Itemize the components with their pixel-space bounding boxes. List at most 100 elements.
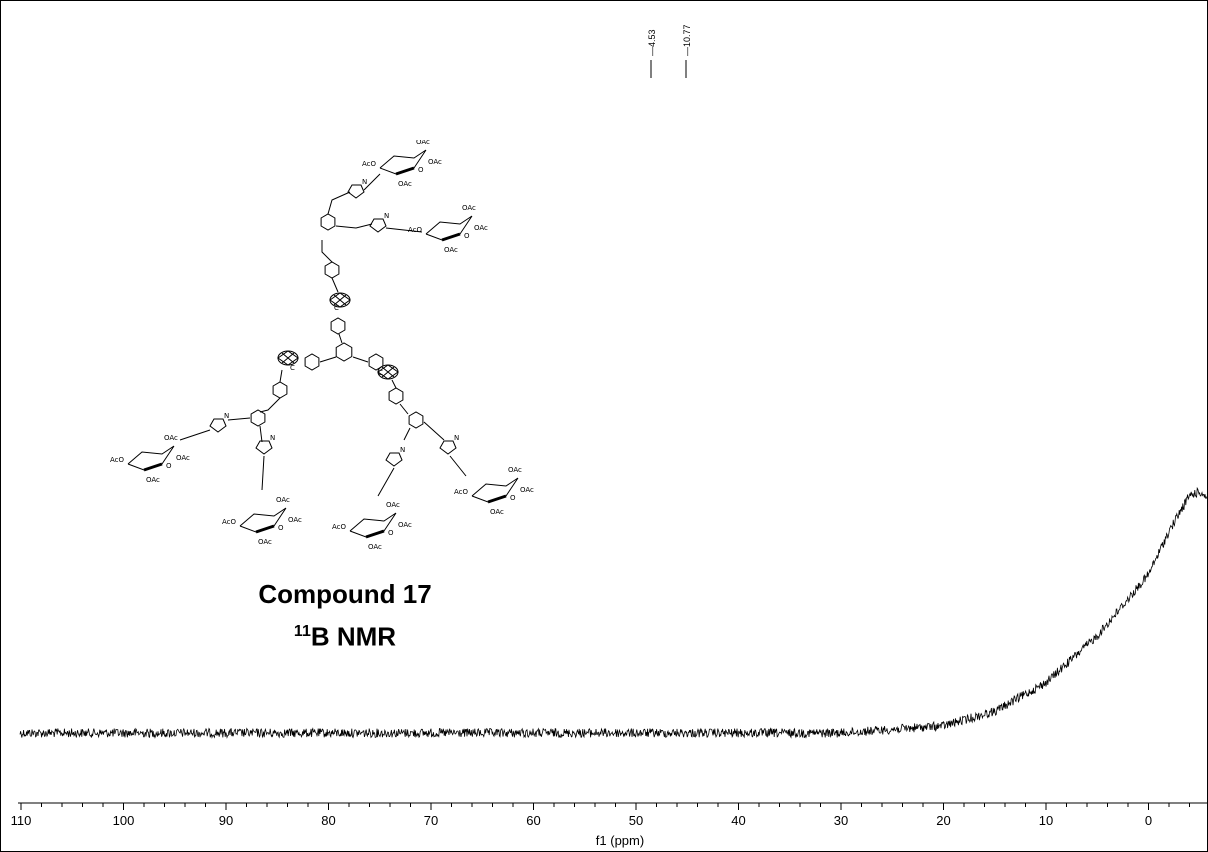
left-carborane-cage-bonds	[277, 350, 299, 366]
left-sugar-1-wedge	[143, 462, 163, 472]
core-benzene-ring	[335, 342, 353, 362]
right-arm-linker	[391, 379, 409, 415]
left-phenyl-ring	[304, 353, 320, 371]
atom-label: N	[400, 446, 405, 454]
top-triazole-1	[347, 184, 365, 199]
right-sugar-2-wedge	[487, 494, 507, 504]
atom-label: OAc	[386, 501, 400, 509]
molecular-structure-drawing: CCCNNAcOOAcOAcOAcOAcOOAcOAcOAcONNAcOOAcO…	[110, 140, 534, 551]
atom-label: OAc	[428, 158, 442, 166]
top-arm-phenyl	[324, 261, 340, 279]
right-arm-chains	[403, 421, 445, 441]
atom-label: O	[464, 232, 470, 240]
atom-label: OAc	[398, 180, 412, 188]
right-sugar-links	[377, 455, 467, 497]
top-phenyl-ring	[330, 317, 346, 335]
x-tick-label: 110	[11, 813, 32, 828]
x-tick-label: 100	[113, 813, 135, 828]
peak-label: —10.77	[682, 24, 692, 56]
top-arm-chains	[327, 191, 373, 229]
atom-label: OAc	[146, 476, 160, 484]
atom-label: OAc	[462, 204, 476, 212]
atom-label: AcO	[222, 518, 237, 526]
atom-label: O	[166, 462, 172, 470]
atom-label: OAc	[490, 508, 504, 516]
x-tick-label: 80	[321, 813, 335, 828]
x-tick-label: 40	[731, 813, 745, 828]
left-sugar-links	[179, 429, 265, 491]
atom-label: O	[418, 166, 424, 174]
top-triazole-2	[369, 218, 387, 233]
peak-labels: —4.53 —10.77	[647, 24, 692, 78]
atom-label: N	[224, 412, 229, 420]
top-arm-linker	[321, 240, 339, 293]
left-sugar-2-wedge	[255, 524, 275, 534]
atom-label: OAc	[368, 543, 382, 551]
atom-label: OAc	[288, 516, 302, 524]
compound-name: Compound 17	[258, 579, 432, 609]
atom-label: N	[270, 434, 275, 442]
left-triazole-2	[255, 440, 273, 455]
nmr-type: 11B NMR	[200, 613, 490, 656]
atom-label: N	[362, 178, 367, 186]
atom-label: N	[454, 434, 459, 442]
x-tick-label: 60	[526, 813, 540, 828]
spectrum-trace-group	[19, 486, 1208, 739]
top-sugar-1-wedge	[395, 166, 415, 176]
right-triazole-2	[439, 440, 457, 455]
atom-label: C	[378, 369, 383, 377]
atom-label: OAc	[398, 521, 412, 529]
x-tick-label: 0	[1145, 813, 1152, 828]
right-arm-phenyl	[388, 387, 404, 405]
atom-label: OAc	[416, 140, 430, 146]
top-sugar-links	[363, 173, 423, 233]
atom-label: OAc	[520, 486, 534, 494]
atom-label: AcO	[362, 160, 377, 168]
x-axis-label: f1 (ppm)	[596, 833, 644, 848]
atom-label: OAc	[508, 466, 522, 474]
left-triazole-1	[209, 418, 227, 433]
atom-label: C	[290, 364, 295, 372]
x-tick-label: 20	[936, 813, 950, 828]
x-tick-label: 30	[834, 813, 848, 828]
atom-label: AcO	[110, 456, 125, 464]
left-arm-benzyl	[250, 409, 266, 427]
atom-label: AcO	[408, 226, 423, 234]
left-arm-chains	[227, 417, 263, 443]
core-bonds	[319, 333, 369, 363]
atom-label: N	[384, 212, 389, 220]
right-triazole-1	[385, 452, 403, 467]
atom-label: O	[388, 529, 394, 537]
right-arm-benzyl	[408, 411, 424, 429]
atom-label: OAc	[444, 246, 458, 254]
atom-label: OAc	[276, 496, 290, 504]
top-sugar-2-wedge	[441, 232, 461, 242]
right-carborane-cage-bonds	[377, 364, 399, 380]
right-sugar-1-wedge	[365, 529, 385, 539]
top-arm-benzyl	[320, 213, 336, 231]
x-tick-label: 50	[629, 813, 643, 828]
nmr-nucleus-label: B NMR	[310, 621, 397, 652]
atom-label: C	[334, 304, 339, 312]
left-arm-phenyl	[272, 381, 288, 399]
left-arm-linker	[259, 369, 283, 413]
atom-label: OAc	[474, 224, 488, 232]
x-tick-label: 10	[1039, 813, 1053, 828]
atom-label: OAc	[164, 434, 178, 442]
x-tick-label: 70	[424, 813, 438, 828]
atom-label: O	[510, 494, 516, 502]
x-tick-label: 90	[219, 813, 233, 828]
atom-label: AcO	[454, 488, 469, 496]
atom-label: AcO	[332, 523, 347, 531]
atom-label: OAc	[176, 454, 190, 462]
right-phenyl-ring	[368, 353, 384, 371]
x-axis: 1101009080706050403020100-10-20-30-40-50…	[11, 802, 1208, 828]
caption: Compound 17 11B NMR	[200, 575, 490, 656]
atom-label: OAc	[258, 538, 272, 546]
spectrum-line	[19, 486, 1208, 739]
top-carborane-cage-bonds	[329, 292, 351, 308]
atom-label: O	[278, 524, 284, 532]
peak-label: —4.53	[647, 29, 657, 56]
isotope-superscript: 11	[293, 623, 311, 640]
